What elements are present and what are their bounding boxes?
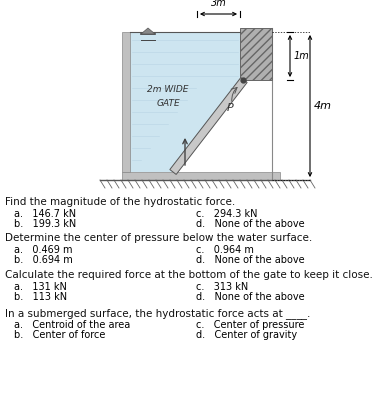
Text: c.   0.964 m: c. 0.964 m xyxy=(196,245,254,255)
Text: 1m: 1m xyxy=(294,51,310,61)
Text: Calculate the required force at the bottom of the gate to keep it close.: Calculate the required force at the bott… xyxy=(5,270,373,280)
Text: a.   0.469 m: a. 0.469 m xyxy=(14,245,72,255)
Polygon shape xyxy=(170,78,247,175)
Text: d.   None of the above: d. None of the above xyxy=(196,292,304,302)
Text: 3m: 3m xyxy=(211,0,226,8)
Text: In a submerged surface, the hydrostatic force acts at ____.: In a submerged surface, the hydrostatic … xyxy=(5,308,310,319)
Text: Find the magnitude of the hydrostatic force.: Find the magnitude of the hydrostatic fo… xyxy=(5,197,235,207)
Text: d.   Center of gravity: d. Center of gravity xyxy=(196,330,297,340)
Bar xyxy=(122,172,280,180)
Text: Determine the center of pressure below the water surface.: Determine the center of pressure below t… xyxy=(5,233,312,243)
Text: c.   313 kN: c. 313 kN xyxy=(196,282,248,292)
Bar xyxy=(240,28,272,80)
Polygon shape xyxy=(141,28,155,34)
Bar xyxy=(122,32,130,172)
Text: d.   None of the above: d. None of the above xyxy=(196,255,304,265)
Text: b.   113 kN: b. 113 kN xyxy=(14,292,67,302)
Text: 2m WIDE: 2m WIDE xyxy=(147,85,189,94)
Text: c.   294.3 kN: c. 294.3 kN xyxy=(196,209,258,219)
Text: 4m: 4m xyxy=(314,101,332,111)
Text: b.   0.694 m: b. 0.694 m xyxy=(14,255,73,265)
Text: b.   Center of force: b. Center of force xyxy=(14,330,105,340)
Text: GATE: GATE xyxy=(156,98,180,107)
Text: P: P xyxy=(226,103,233,113)
Text: d.   None of the above: d. None of the above xyxy=(196,219,304,229)
Text: a.   Centroid of the area: a. Centroid of the area xyxy=(14,320,130,330)
Text: a.   131 kN: a. 131 kN xyxy=(14,282,67,292)
Text: a.   146.7 kN: a. 146.7 kN xyxy=(14,209,76,219)
Text: b.   199.3 kN: b. 199.3 kN xyxy=(14,219,76,229)
Polygon shape xyxy=(130,32,243,172)
Text: c.   Center of pressure: c. Center of pressure xyxy=(196,320,304,330)
